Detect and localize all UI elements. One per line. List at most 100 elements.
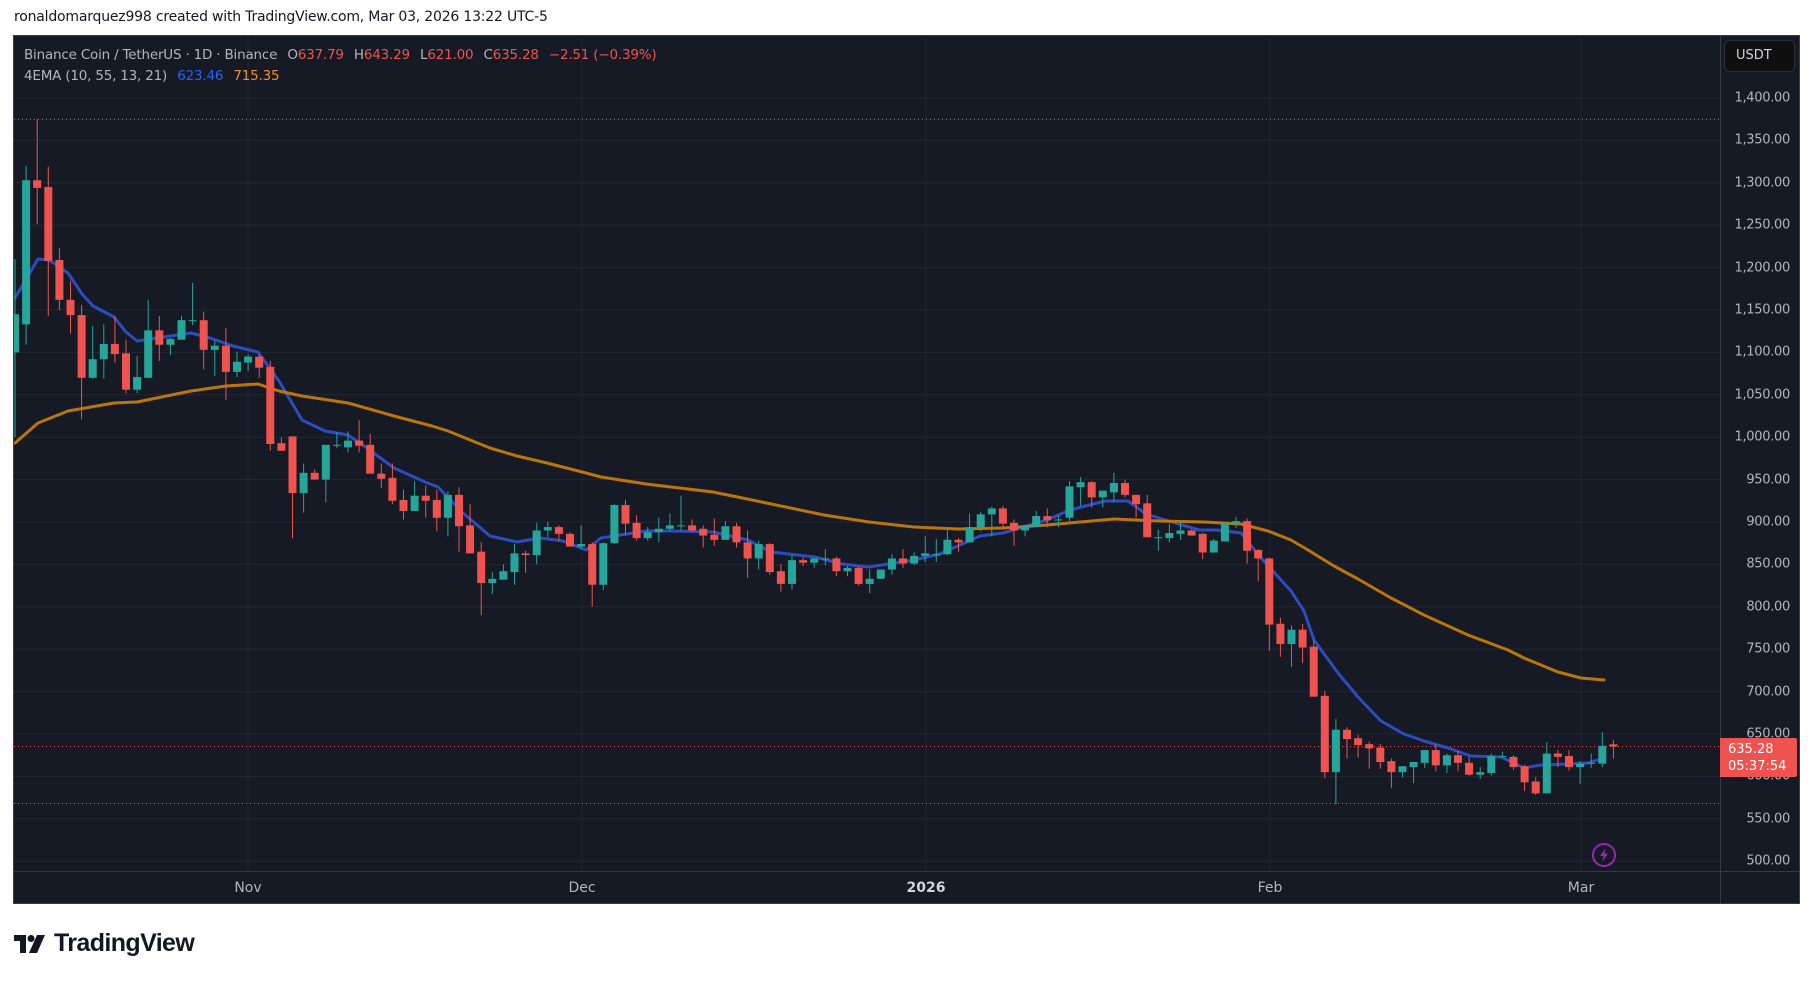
candle-body <box>1087 482 1096 498</box>
candle-body <box>377 473 386 479</box>
candle-body <box>1032 516 1041 528</box>
candle-body <box>221 345 230 372</box>
candle-body <box>144 330 153 378</box>
low-label: L <box>419 47 428 63</box>
chart-legend: Binance Coin / TetherUS · 1D · Binance O… <box>24 45 657 87</box>
price-tick-label: 750.00 <box>1746 641 1790 657</box>
close-label: C <box>483 47 493 63</box>
time-tick-label: Feb <box>1257 880 1283 896</box>
candle-body <box>965 527 974 543</box>
candle-body <box>710 534 719 540</box>
candle-body <box>299 472 308 494</box>
time-tick-label: Dec <box>568 880 596 896</box>
open-label: O <box>287 47 298 63</box>
candle-body <box>1098 490 1107 498</box>
candle-body <box>99 343 108 360</box>
candle-body <box>1542 753 1551 794</box>
candle-body <box>1509 756 1518 768</box>
lightning-icon[interactable] <box>1592 843 1616 867</box>
candle-body <box>44 187 53 261</box>
open-value: 637.79 <box>297 47 344 63</box>
candle-body <box>532 530 541 556</box>
candle-body <box>1598 745 1607 764</box>
symbol-title[interactable]: Binance Coin / TetherUS · 1D · Binance <box>24 47 278 63</box>
candle-body <box>1010 522 1018 531</box>
last-price-tag: 635.28 05:37:54 <box>1720 738 1797 777</box>
candle-body <box>610 505 619 544</box>
candle-body <box>1265 558 1274 625</box>
candle-body <box>721 526 730 540</box>
candle-body <box>932 554 941 556</box>
ema-slow-value: 715.35 <box>233 68 280 84</box>
tradingview-logo[interactable]: TradingView <box>14 929 195 958</box>
last-price-value: 635.28 <box>1728 742 1774 757</box>
candle-body <box>1132 494 1141 505</box>
candle-body <box>821 558 830 560</box>
candle-body <box>632 522 641 539</box>
candle-body <box>677 525 685 527</box>
candle-body <box>66 299 75 316</box>
chart-panel[interactable]: Binance Coin / TetherUS · 1D · Binance O… <box>13 35 1800 904</box>
candle-body <box>588 544 597 585</box>
candle-body <box>244 356 253 363</box>
candle-body <box>843 567 852 572</box>
candle-body <box>488 578 497 584</box>
candle-body <box>399 499 408 511</box>
candle-body <box>1154 537 1163 539</box>
candle-body <box>788 560 796 584</box>
price-tick-label: 1,150.00 <box>1734 302 1791 318</box>
indicator-legend-row: 4EMA (10, 55, 13, 21) 623.46 715.35 <box>24 66 656 87</box>
candle-body <box>1187 530 1196 536</box>
candle-body <box>599 543 608 585</box>
candle-body <box>499 571 508 580</box>
price-tick-label: 550.00 <box>1746 811 1790 827</box>
candle-body <box>455 494 463 527</box>
symbol-legend-row: Binance Coin / TetherUS · 1D · Binance O… <box>24 45 657 66</box>
candle-body <box>1331 729 1340 773</box>
candle-body <box>943 539 952 555</box>
candle-body <box>854 567 863 584</box>
currency-button[interactable]: USDT <box>1724 40 1795 72</box>
candle-body <box>510 553 519 573</box>
price-tick-label: 1,300.00 <box>1734 175 1791 191</box>
candle-body <box>832 558 841 572</box>
candle-body <box>1365 744 1374 749</box>
candle-body <box>14 314 19 353</box>
chart-caption: ronaldomarquez998 created with TradingVi… <box>14 9 548 25</box>
indicator-title[interactable]: 4EMA (10, 55, 13, 21) <box>24 68 168 84</box>
candle-body <box>665 525 674 529</box>
ema-fast-value: 623.46 <box>177 68 224 84</box>
candle-body <box>1420 750 1429 763</box>
candle-body <box>810 558 819 563</box>
candle-body <box>543 527 552 531</box>
candle-body <box>1076 482 1085 488</box>
candle-body <box>1143 503 1152 538</box>
candle-body <box>1254 549 1263 559</box>
candle-body <box>210 345 219 350</box>
high-label: H <box>353 47 364 63</box>
candle-body <box>1431 750 1440 766</box>
candle-body <box>266 366 275 444</box>
price-axis[interactable]: 1,400.00 1,350.00 1,300.00 1,250.00 1,200.00… <box>1720 36 1799 871</box>
ema-slow-line <box>14 382 1606 682</box>
price-tick-label: 500.00 <box>1746 853 1790 869</box>
candle-body <box>1309 646 1318 697</box>
candle-body <box>22 180 31 325</box>
price-tick-label: 1,400.00 <box>1734 90 1791 106</box>
candle-body <box>1243 521 1252 551</box>
candle-body <box>1398 766 1407 773</box>
candle-body <box>1109 482 1118 493</box>
price-chart-plot[interactable] <box>14 36 1720 871</box>
price-tick-label: 1,250.00 <box>1734 217 1791 233</box>
candle-body <box>577 544 586 547</box>
candle-body <box>122 353 130 390</box>
candle-body <box>1576 763 1585 768</box>
price-tick-label: 1,100.00 <box>1734 344 1791 360</box>
candle-body <box>477 551 486 584</box>
time-tick-label: Mar <box>1567 880 1595 896</box>
candle-body <box>1287 629 1296 645</box>
candle-body <box>765 544 774 573</box>
candle-body <box>1553 753 1562 757</box>
time-axis[interactable]: Nov Dec 2026 Feb Mar <box>14 871 1720 903</box>
candle-body <box>1043 516 1052 521</box>
